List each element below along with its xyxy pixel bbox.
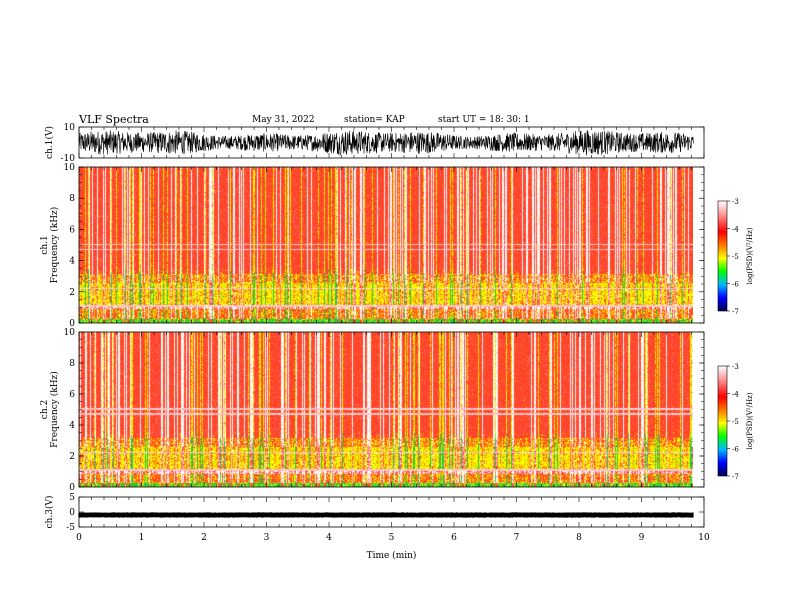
y-ticks-2 bbox=[79, 331, 704, 488]
x-tick-label-6: 6 bbox=[451, 533, 457, 543]
x-tick-label-9: 9 bbox=[639, 533, 645, 543]
x-ticks-2 bbox=[78, 332, 705, 487]
ch1-waveform-trace bbox=[78, 129, 694, 156]
x-ticks-1 bbox=[78, 167, 705, 323]
y-tick-label-3-1: 0 bbox=[69, 508, 75, 518]
colorbar-tick-label-2-2: -5 bbox=[732, 418, 739, 426]
colorbar-tick-label-2-4: -7 bbox=[732, 473, 739, 481]
y-ticks-3 bbox=[79, 496, 704, 528]
y-tick-label-1-3: 6 bbox=[69, 225, 75, 235]
y-tick-label-1-2: 4 bbox=[69, 257, 75, 267]
x-tick-label-1: 1 bbox=[139, 533, 145, 543]
start-time-label: start UT = 18: 30: 1 bbox=[438, 115, 530, 125]
colorbar-tick-label-1-2: -5 bbox=[732, 253, 739, 261]
x-tick-label-4: 4 bbox=[326, 533, 332, 543]
y-axis-label-0: ch.1(V) bbox=[44, 126, 55, 159]
x-tick-label-5: 5 bbox=[389, 533, 395, 543]
y-tick-label-0-0: 10 bbox=[64, 123, 76, 133]
station-label: station= KAP bbox=[344, 115, 405, 125]
colorbar-label-1: log(PSD)(V²/Hz) bbox=[746, 227, 754, 284]
colorbar-tick-label-1-0: -3 bbox=[732, 198, 739, 206]
y-axis-label-2-1: Frequency (kHz) bbox=[49, 371, 60, 448]
colorbar-tick-label-2-3: -6 bbox=[732, 446, 739, 454]
colorbar-2 bbox=[717, 365, 728, 477]
ch3-waveform-trace bbox=[78, 512, 694, 518]
y-tick-label-2-5: 10 bbox=[64, 328, 76, 338]
x-tick-label-7: 7 bbox=[514, 533, 520, 543]
ch1-spectrogram-image bbox=[79, 167, 693, 323]
x-axis-label: Time (min) bbox=[367, 550, 417, 561]
date-label: May 31, 2022 bbox=[252, 115, 315, 125]
colorbar-tick-label-1-3: -6 bbox=[732, 281, 739, 289]
y-axis-label-1-0: ch.1 bbox=[40, 235, 50, 254]
x-ticks-3 bbox=[78, 497, 705, 527]
x-ticks-0 bbox=[78, 127, 705, 158]
y-tick-label-1-5: 10 bbox=[64, 163, 76, 173]
y-ticks-0 bbox=[79, 126, 704, 159]
y-tick-label-2-4: 8 bbox=[69, 359, 75, 369]
y-tick-label-2-3: 6 bbox=[69, 390, 75, 400]
ch2-spectrogram-image bbox=[79, 332, 693, 487]
colorbar-tick-label-2-1: -4 bbox=[732, 391, 739, 399]
x-tick-label-10: 10 bbox=[698, 533, 710, 543]
figure-title: VLF Spectra bbox=[79, 113, 149, 126]
y-ticks-1 bbox=[79, 166, 704, 324]
y-tick-label-1-4: 8 bbox=[69, 194, 75, 204]
y-tick-label-2-2: 4 bbox=[69, 421, 75, 431]
colorbar-label-2: log(PSD)(V²/Hz) bbox=[746, 392, 754, 449]
y-axis-label-1-1: Frequency (kHz) bbox=[49, 207, 60, 284]
y-tick-label-1-0: 0 bbox=[69, 319, 75, 329]
colorbar-tick-label-1-4: -7 bbox=[732, 308, 739, 316]
y-axis-label-3: ch.3(V) bbox=[44, 496, 55, 529]
colorbar-tick-label-1-1: -4 bbox=[732, 226, 739, 234]
y-tick-label-1-1: 2 bbox=[69, 288, 75, 298]
y-tick-label-3-2: -5 bbox=[66, 523, 75, 533]
y-tick-label-3-0: 5 bbox=[69, 493, 75, 503]
x-tick-label-0: 0 bbox=[76, 533, 82, 543]
x-tick-label-2: 2 bbox=[201, 533, 207, 543]
colorbar-tick-label-2-0: -3 bbox=[732, 363, 739, 371]
y-axis-label-2-0: ch.2 bbox=[40, 400, 50, 419]
colorbar-1 bbox=[717, 200, 728, 312]
x-tick-label-3: 3 bbox=[264, 533, 270, 543]
y-tick-label-0-1: -10 bbox=[61, 154, 76, 164]
x-tick-label-8: 8 bbox=[576, 533, 582, 543]
y-tick-label-2-0: 0 bbox=[69, 483, 75, 493]
y-tick-label-2-1: 2 bbox=[69, 452, 75, 462]
